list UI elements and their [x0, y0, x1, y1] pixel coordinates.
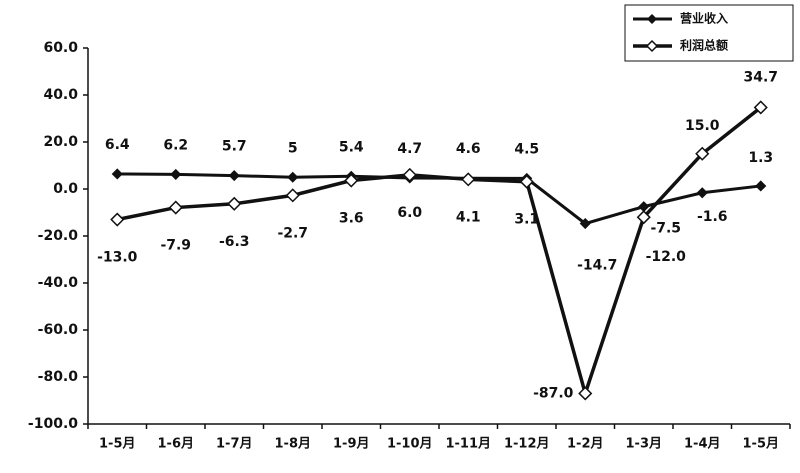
marker: [579, 217, 591, 230]
marker: [227, 196, 242, 211]
x-tick-label: 1-2月: [567, 437, 604, 452]
data-label: -7.9: [160, 238, 191, 254]
data-label: 4.1: [456, 209, 481, 225]
legend-box: [624, 4, 794, 62]
marker: [461, 172, 476, 187]
marker: [285, 188, 300, 203]
marker: [578, 386, 593, 401]
data-label: 4.7: [397, 141, 422, 157]
y-tick-label: -20.0: [38, 228, 79, 244]
data-label: 15.0: [685, 118, 720, 134]
x-tick-label: 1-5月: [99, 437, 136, 452]
data-label: -87.0: [533, 385, 574, 401]
x-tick-label: 1-4月: [684, 437, 721, 452]
marker: [110, 212, 125, 227]
marker: [168, 200, 183, 215]
marker: [287, 171, 299, 183]
marker: [638, 201, 650, 213]
y-tick-label: -40.0: [38, 275, 79, 291]
data-label: 6.2: [163, 137, 188, 153]
x-tick-label: 1-7月: [216, 437, 253, 452]
y-tick-label: 40.0: [43, 87, 78, 103]
marker: [519, 174, 534, 189]
data-label: 1.3: [748, 150, 773, 166]
x-tick-label: 1-11月: [445, 437, 491, 452]
marker: [170, 168, 182, 180]
data-label: 5.7: [222, 139, 247, 155]
legend-label: 营业收入: [680, 11, 728, 26]
data-label: 4.6: [456, 141, 481, 157]
marker: [228, 170, 240, 182]
x-tick-label: 1-12月: [504, 437, 550, 452]
marker: [696, 187, 708, 199]
data-label: -1.6: [697, 209, 728, 225]
y-tick-label: -80.0: [38, 369, 79, 385]
y-tick-label: 20.0: [43, 134, 78, 150]
data-label: -6.3: [219, 234, 250, 250]
marker: [111, 168, 123, 180]
marker: [344, 173, 359, 188]
x-tick-label: 1-8月: [275, 437, 312, 452]
y-tick-label: -60.0: [38, 322, 79, 338]
data-label: -14.7: [577, 258, 617, 274]
marker: [753, 100, 768, 115]
data-label: -2.7: [277, 225, 308, 241]
marker: [695, 146, 710, 161]
data-label: 3.6: [339, 211, 364, 227]
marker: [646, 13, 658, 25]
data-label: 34.7: [743, 69, 778, 85]
data-label: -12.0: [646, 249, 687, 265]
x-tick-label: 1-3月: [626, 437, 663, 452]
data-label: 3.1: [514, 212, 539, 228]
legend-label: 利润总额: [680, 38, 728, 53]
data-label: 5: [288, 140, 298, 156]
marker: [402, 167, 417, 182]
data-label: 4.5: [514, 141, 539, 157]
data-label: 6.0: [397, 205, 422, 221]
data-label: 5.4: [339, 139, 364, 155]
x-tick-label: 1-6月: [158, 437, 195, 452]
marker: [645, 39, 659, 53]
y-tick-label: -100.0: [28, 416, 78, 432]
series-line: [116, 106, 762, 400]
data-label: 6.4: [105, 137, 130, 153]
x-tick-label: 1-5月: [743, 437, 780, 452]
marker: [636, 210, 651, 225]
y-tick-label: 60.0: [43, 40, 78, 56]
data-label: -13.0: [97, 250, 138, 266]
x-tick-label: 1-9月: [333, 437, 370, 452]
y-tick-label: 0.0: [53, 181, 78, 197]
series-line: [117, 172, 761, 226]
x-tick-label: 1-10月: [387, 437, 433, 452]
marker: [755, 180, 767, 192]
data-label: -7.5: [650, 221, 681, 237]
